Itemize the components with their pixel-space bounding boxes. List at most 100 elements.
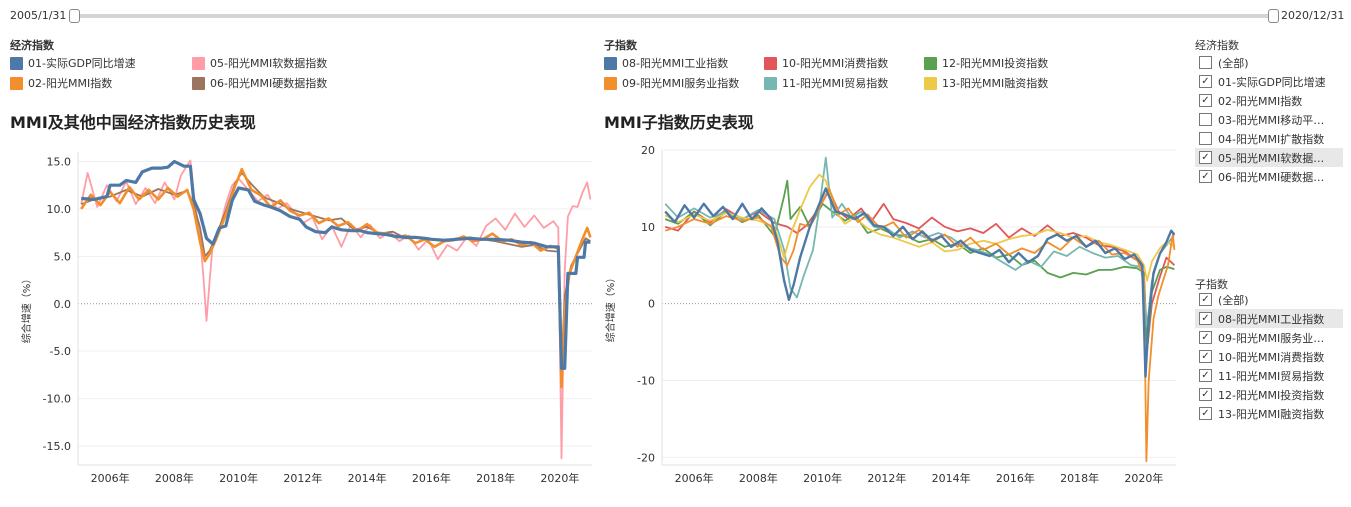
filter-sub-list: ✓ (全部) ✓ 08-阳光MMI工业指数 ✓ 09-阳光MMI服务业… ✓ 10-阳光MMI… <box>1195 290 1343 423</box>
sub-legend-item[interactable]: 08-阳光MMI工业指数 <box>604 55 764 71</box>
filter-item-label: (全部) <box>1218 293 1249 307</box>
filter-item-label: 02-阳光MMI指数 <box>1218 94 1303 108</box>
filter-sub-title: 子指数 <box>1195 278 1228 291</box>
econ-filter-item[interactable]: ✓ 01-实际GDP同比增速 <box>1195 72 1343 91</box>
checkbox[interactable]: ✓ <box>1199 331 1212 344</box>
filter-item-label: 13-阳光MMI融资指数 <box>1218 407 1325 421</box>
legend-econ-title: 经济指数 <box>10 39 54 52</box>
chart-right-title: MMI子指数历史表现 <box>604 113 754 132</box>
sub-legend-item[interactable]: 11-阳光MMI贸易指数 <box>764 75 924 91</box>
sub-filter-item[interactable]: ✓ (全部) <box>1195 290 1343 309</box>
filter-item-label: 05-阳光MMI软数据… <box>1218 151 1325 165</box>
x-tick-label: 2020年 <box>1124 471 1163 485</box>
sub-filter-item[interactable]: ✓ 13-阳光MMI融资指数 <box>1195 404 1343 423</box>
slider-end-handle[interactable] <box>1268 9 1279 23</box>
sub-filter-item[interactable]: ✓ 09-阳光MMI服务业… <box>1195 328 1343 347</box>
checkbox[interactable]: ✓ <box>1199 369 1212 382</box>
econ-filter-item[interactable]: (全部) <box>1195 53 1343 72</box>
sub-series-line <box>664 187 1176 463</box>
checkbox[interactable]: ✓ <box>1199 94 1212 107</box>
x-tick-label: 2018年 <box>1060 471 1099 485</box>
x-tick-label: 2016年 <box>996 471 1035 485</box>
slider-end-label: 2020/12/31 <box>1281 9 1345 22</box>
econ-series-line <box>81 159 591 370</box>
filter-econ-list: (全部) ✓ 01-实际GDP同比增速 ✓ 02-阳光MMI指数 03-阳光MMI移动平…… <box>1195 53 1343 186</box>
slider-start-handle[interactable] <box>69 9 80 23</box>
y-tick-label: 10 <box>641 221 655 234</box>
checkbox[interactable] <box>1199 56 1212 69</box>
sub-filter-item[interactable]: ✓ 08-阳光MMI工业指数 <box>1195 309 1343 328</box>
chart-sub-indices: 20 10 0 -10 -20 2006年 2008年 2010年 2012年 2014年 2016… <box>604 144 1176 485</box>
econ-legend-item[interactable]: 02-阳光MMI指数 <box>10 75 192 91</box>
sub-filter-item[interactable]: ✓ 11-阳光MMI贸易指数 <box>1195 366 1343 385</box>
slider-start-label: 2005/1/31 <box>10 9 67 22</box>
x-tick-label: 2014年 <box>348 471 387 485</box>
y-tick-label: 0.0 <box>54 298 72 311</box>
y-tick-label: -15.0 <box>43 440 71 453</box>
legend-label: 12-阳光MMI投资指数 <box>942 57 1049 70</box>
y-tick-label: 15.0 <box>47 155 72 168</box>
econ-series-line <box>80 159 592 460</box>
econ-filter-item[interactable]: 03-阳光MMI移动平… <box>1195 110 1343 129</box>
checkbox[interactable]: ✓ <box>1199 75 1212 88</box>
filter-item-label: 09-阳光MMI服务业… <box>1218 331 1325 345</box>
checkbox[interactable] <box>1199 132 1212 145</box>
y-tick-label: -5.0 <box>50 345 71 358</box>
date-range-slider-track[interactable] <box>73 14 1275 18</box>
y-tick-label: 20 <box>641 144 655 157</box>
filter-econ-title: 经济指数 <box>1195 39 1239 52</box>
legend-swatch <box>764 56 777 70</box>
x-tick-label: 2006年 <box>675 471 714 485</box>
checkbox[interactable]: ✓ <box>1199 388 1212 401</box>
checkbox[interactable]: ✓ <box>1199 312 1212 325</box>
sub-series-line <box>664 187 1176 378</box>
legend-swatch <box>192 76 205 90</box>
econ-legend-item[interactable]: 05-阳光MMI软数据指数 <box>192 55 370 71</box>
legend-label: 09-阳光MMI服务业指数 <box>622 77 740 90</box>
checkbox[interactable]: ✓ <box>1199 151 1212 164</box>
legend-label: 05-阳光MMI软数据指数 <box>210 57 328 70</box>
sub-filter-item[interactable]: ✓ 10-阳光MMI消费指数 <box>1195 347 1343 366</box>
sub-legend-item[interactable]: 12-阳光MMI投资指数 <box>924 55 1084 71</box>
filter-item-label: 03-阳光MMI移动平… <box>1218 113 1325 127</box>
y-tick-label: -20 <box>637 451 655 464</box>
y-tick-label: 0 <box>648 298 655 311</box>
checkbox[interactable]: ✓ <box>1199 170 1212 183</box>
checkbox[interactable] <box>1199 113 1212 126</box>
legend-swatch <box>10 76 23 90</box>
x-tick-label: 2018年 <box>476 471 515 485</box>
filter-item-label: 11-阳光MMI贸易指数 <box>1218 369 1325 383</box>
filter-item-label: 04-阳光MMI扩散指数 <box>1218 132 1325 146</box>
x-tick-label: 2010年 <box>803 471 842 485</box>
filter-item-label: 12-阳光MMI投资指数 <box>1218 388 1325 402</box>
checkbox[interactable]: ✓ <box>1199 293 1212 306</box>
x-tick-label: 2012年 <box>283 471 322 485</box>
x-tick-label: 2008年 <box>739 471 778 485</box>
legend-label: 11-阳光MMI贸易指数 <box>782 77 889 90</box>
sub-legend-item[interactable]: 13-阳光MMI融资指数 <box>924 75 1084 91</box>
econ-filter-item[interactable]: ✓ 02-阳光MMI指数 <box>1195 91 1343 110</box>
econ-filter-item[interactable]: 04-阳光MMI扩散指数 <box>1195 129 1343 148</box>
legend-sub-title: 子指数 <box>604 39 637 52</box>
econ-filter-item[interactable]: ✓ 05-阳光MMI软数据… <box>1195 148 1343 167</box>
legend-swatch <box>10 56 23 70</box>
checkbox[interactable]: ✓ <box>1199 407 1212 420</box>
sub-legend-item[interactable]: 10-阳光MMI消费指数 <box>764 55 924 71</box>
sub-legend-item[interactable]: 09-阳光MMI服务业指数 <box>604 75 764 91</box>
legend-label: 08-阳光MMI工业指数 <box>622 57 729 70</box>
checkbox[interactable]: ✓ <box>1199 350 1212 363</box>
filter-item-label: 06-阳光MMI硬数据… <box>1218 170 1325 184</box>
econ-series-line <box>80 172 591 367</box>
y-tick-label: -10.0 <box>43 393 71 406</box>
legend-label: 10-阳光MMI消费指数 <box>782 57 889 70</box>
legend-swatch <box>604 56 617 70</box>
econ-legend-item[interactable]: 01-实际GDP同比增速 <box>10 55 192 71</box>
y-tick-label: -10 <box>637 374 655 387</box>
econ-legend-item[interactable]: 06-阳光MMI硬数据指数 <box>192 75 370 91</box>
x-tick-label: 2020年 <box>540 471 579 485</box>
x-tick-label: 2006年 <box>91 471 130 485</box>
legend-label: 06-阳光MMI硬数据指数 <box>210 77 328 90</box>
econ-filter-item[interactable]: ✓ 06-阳光MMI硬数据… <box>1195 167 1343 186</box>
filter-item-label: (全部) <box>1218 56 1249 70</box>
sub-filter-item[interactable]: ✓ 12-阳光MMI投资指数 <box>1195 385 1343 404</box>
